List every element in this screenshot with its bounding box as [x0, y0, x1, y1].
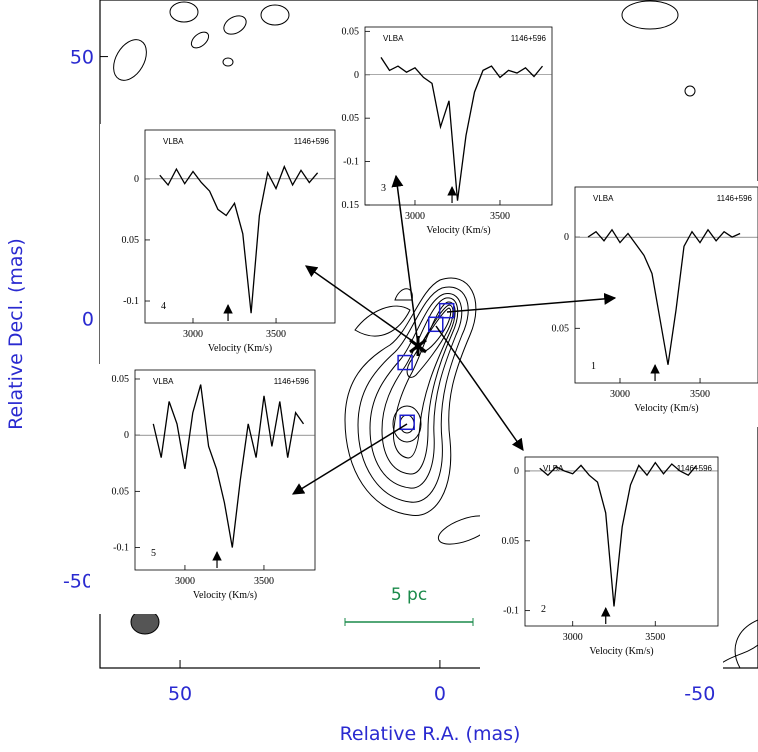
source-label: 1146+596 [717, 194, 753, 203]
panel-number: 5 [151, 548, 156, 559]
x-tick-label: 3500 [490, 211, 510, 222]
panel-background [530, 181, 758, 427]
x-tick-label: 3500 [254, 576, 274, 587]
y-tick-label: -50 [63, 571, 94, 593]
source-label: 1146+596 [274, 377, 310, 386]
panel-number: 3 [381, 183, 386, 194]
y-tick-label: 0.05 [552, 323, 570, 334]
panel-number: 4 [161, 301, 166, 312]
spectrum-panel: 3000 3500 0 0.05 Velocity (Km/s) VLBA 1146+596… [530, 181, 758, 427]
y-tick-label: 0.15 [342, 200, 360, 211]
x-tick-label: 3500 [690, 389, 710, 400]
x-tick-label: 3000 [175, 576, 195, 587]
y-tick-label: 0 [134, 174, 139, 185]
x-tick-label: 3000 [563, 632, 583, 643]
scale-bar-label: 5 pc [391, 585, 427, 605]
x-axis-label: Velocity (Km/s) [426, 225, 490, 236]
x-tick-label: 3000 [183, 329, 203, 340]
y-tick-label: 0 [564, 232, 569, 243]
y-tick-label: -0.1 [113, 543, 129, 554]
y-tick-label: 0.05 [122, 235, 140, 246]
x-tick-label: -50 [684, 683, 715, 705]
x-axis-label: Relative R.A. (mas) [340, 723, 521, 745]
panel-background [320, 21, 557, 249]
x-axis-label: Velocity (Km/s) [589, 646, 653, 657]
panel-number: 1 [591, 361, 596, 372]
y-tick-label: 0 [82, 309, 94, 331]
spectrum-panel: 3000 3500 0 0.05 -0.1 Velocity (Km/s) VLBA 1146… [100, 124, 340, 367]
telescope-label: VLBA [153, 377, 174, 386]
figure: 5 pc Relative R.A. (mas) Relative Decl. … [0, 0, 758, 752]
y-axis-label: Relative Decl. (mas) [5, 238, 27, 430]
telescope-label: VLBA [163, 137, 184, 146]
y-tick-label: 0 [514, 466, 519, 477]
x-tick-label: 3000 [405, 211, 425, 222]
y-tick-label: -0.1 [343, 157, 359, 168]
x-tick-label: 50 [168, 683, 192, 705]
y-tick-label: -0.1 [503, 606, 519, 617]
x-axis-label: Velocity (Km/s) [208, 343, 272, 354]
y-tick-label: -0.1 [123, 296, 139, 307]
y-tick-label: 0.05 [112, 374, 130, 385]
y-tick-label: 0.05 [502, 536, 520, 547]
panel-background [480, 451, 723, 670]
y-tick-label: 0.05 [342, 26, 360, 37]
x-tick-label: 3500 [266, 329, 286, 340]
y-tick-label: 0.05 [342, 113, 360, 124]
y-tick-label: 0.05 [112, 486, 130, 497]
y-tick-label: 50 [70, 47, 94, 69]
x-tick-label: 3000 [610, 389, 630, 400]
spectrum-panel: 3000 3500 0.05 0 0.05 -0.1 Velocity (Km/s) VLBA… [90, 364, 320, 614]
source-label: 1146+596 [511, 34, 547, 43]
spectrum-panel: 3000 3500 0.05 0 0.05 -0.1 0.15 Velocity (Km/s)… [320, 21, 557, 249]
telescope-label: VLBA [593, 194, 614, 203]
x-tick-label: 0 [434, 683, 446, 705]
y-tick-label: 0 [124, 430, 129, 441]
x-axis-label: Velocity (Km/s) [634, 403, 698, 414]
y-tick-label: 0 [354, 70, 359, 81]
panel-number: 2 [541, 604, 546, 615]
source-label: 1146+596 [294, 137, 330, 146]
telescope-label: VLBA [383, 34, 404, 43]
x-axis-label: Velocity (Km/s) [193, 590, 257, 601]
x-tick-label: 3500 [645, 632, 665, 643]
